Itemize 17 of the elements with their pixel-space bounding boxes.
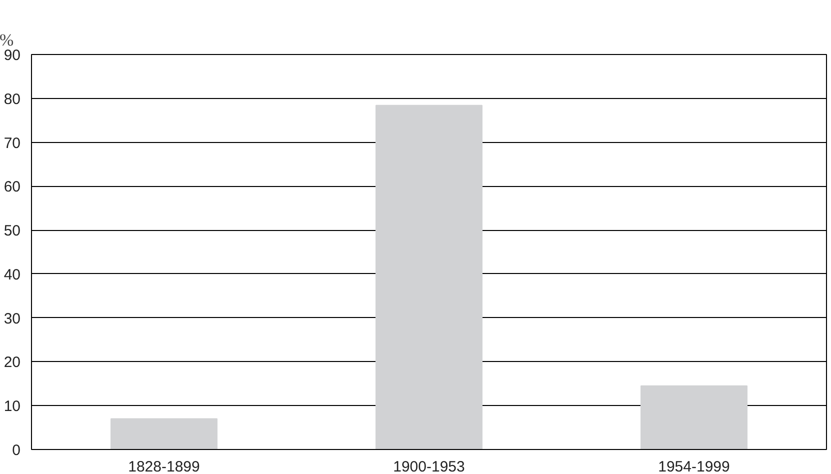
bar bbox=[110, 418, 218, 450]
bar bbox=[376, 104, 482, 450]
x-tick-label: 1900-1953 bbox=[393, 458, 465, 474]
y-tick-label: 10 bbox=[4, 398, 21, 416]
y-axis-title: % bbox=[0, 30, 14, 50]
y-tick-label: 80 bbox=[4, 90, 21, 108]
y-tick-label: 20 bbox=[4, 354, 21, 372]
x-tick-label: 1954-1999 bbox=[658, 458, 730, 474]
y-tick-label: 60 bbox=[4, 178, 21, 196]
y-tick-label: 0 bbox=[12, 442, 20, 459]
bar bbox=[640, 385, 748, 450]
y-tick-label: 50 bbox=[4, 222, 21, 240]
y-tick-label: 40 bbox=[4, 266, 21, 284]
x-tick-label: 1828-1899 bbox=[128, 458, 200, 474]
y-tick-label: 30 bbox=[4, 310, 21, 328]
y-tick-label: 70 bbox=[4, 134, 21, 152]
y-tick-label: 90 bbox=[4, 47, 21, 64]
